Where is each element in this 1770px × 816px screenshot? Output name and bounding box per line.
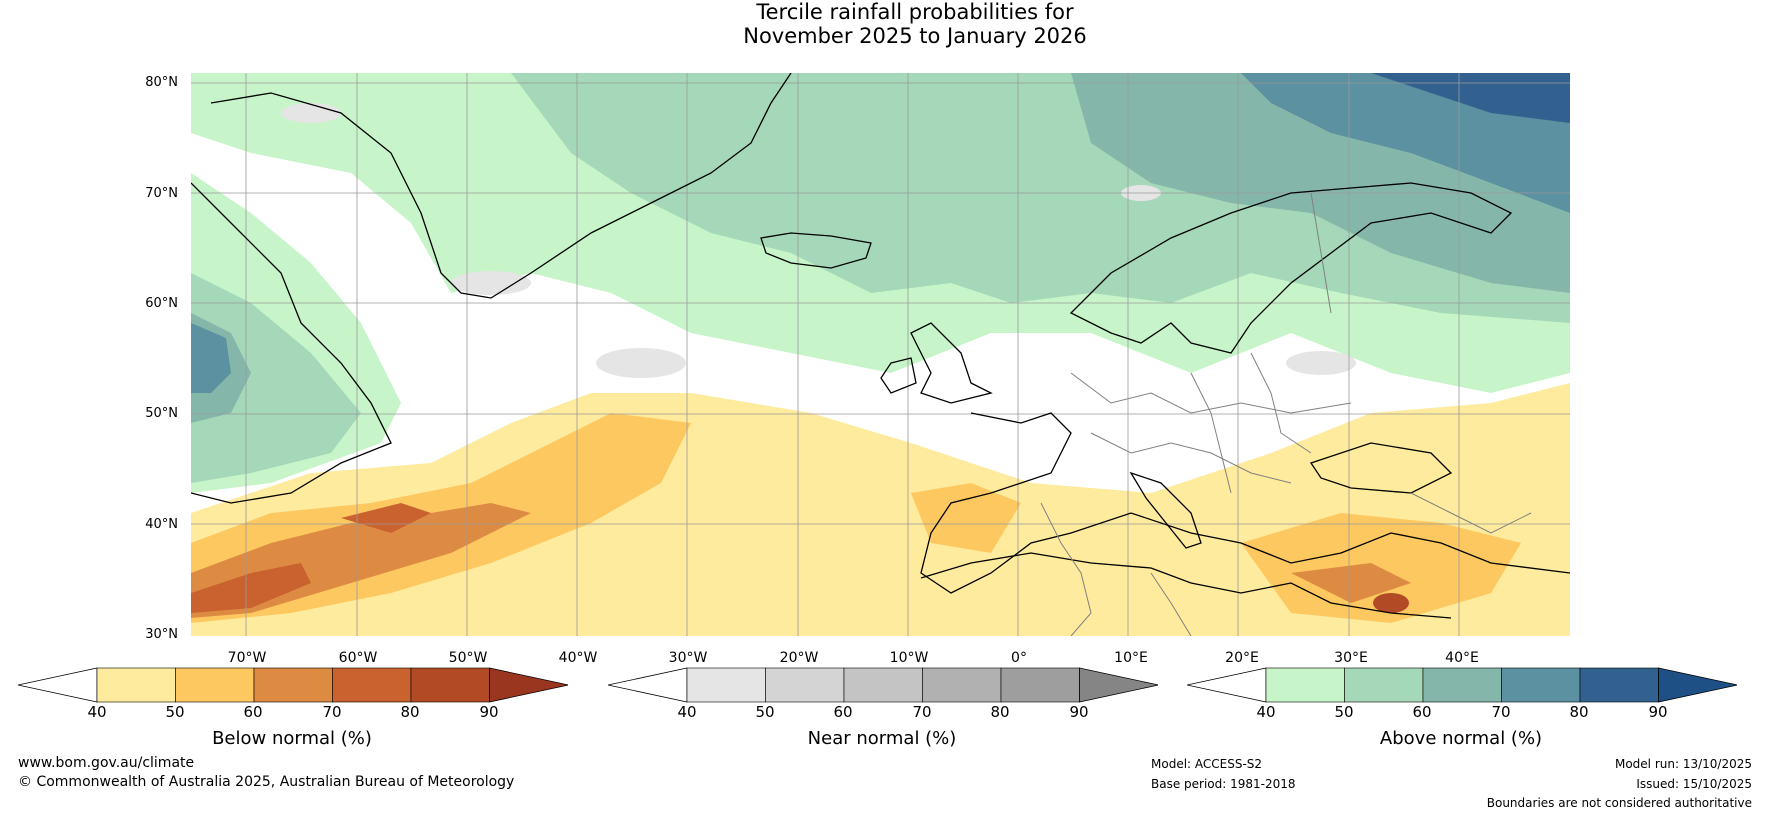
below-tick-40: 40 xyxy=(87,703,107,721)
colorbar-segment-4 xyxy=(1000,667,1080,703)
lat-label-80n: 80°N xyxy=(145,75,178,90)
lat-label-30n: 30°N xyxy=(145,627,178,642)
colorbar-extend-high xyxy=(489,667,568,703)
above-normal-label: Above normal (%) xyxy=(1379,728,1543,749)
country-borders xyxy=(1040,192,1532,636)
colorbar-above-normal xyxy=(1187,667,1737,703)
colorbar-segment-3 xyxy=(922,667,1002,703)
above-tick-70: 70 xyxy=(1491,703,1511,721)
colorbar-segment-2 xyxy=(1422,667,1502,703)
colorbar-segment-2 xyxy=(253,667,333,703)
above-tick-50: 50 xyxy=(1334,703,1354,721)
scandinavia-coast xyxy=(1069,182,1513,354)
lat-label-40n: 40°N xyxy=(145,517,178,532)
coastlines xyxy=(191,73,1570,619)
iceland-coast xyxy=(760,232,872,269)
model-text: Model: ACCESS-S2 xyxy=(1151,757,1263,771)
issued-text: Issued: 15/10/2025 xyxy=(1636,777,1752,791)
italy-coast xyxy=(1129,471,1202,549)
lon-label-70w: 70°W xyxy=(227,650,267,666)
below-normal-label: Below normal (%) xyxy=(212,728,372,749)
below-tick-90: 90 xyxy=(479,703,499,721)
colorbar-near-normal xyxy=(608,667,1158,703)
canada-coast xyxy=(191,182,392,504)
title-line-1: Tercile rainfall probabilities for xyxy=(756,0,1074,24)
colorbar-segment-4 xyxy=(1579,667,1659,703)
colorbar-segment-0 xyxy=(686,667,766,703)
near-tick-50: 50 xyxy=(755,703,775,721)
colorbar-extend-low xyxy=(608,667,688,703)
near-tick-80: 80 xyxy=(990,703,1010,721)
colorbar-segment-1 xyxy=(175,667,255,703)
uk-coast xyxy=(910,322,993,404)
colorbar-segment-2 xyxy=(843,667,923,703)
lon-label-60w: 60°W xyxy=(338,650,378,666)
website-link[interactable]: www.bom.gov.au/climate xyxy=(18,755,195,771)
lon-label-20e: 20°E xyxy=(1225,650,1259,666)
greenland-coast xyxy=(210,73,792,299)
lat-label-70n: 70°N xyxy=(145,186,178,201)
near-tick-90: 90 xyxy=(1069,703,1089,721)
colorbar-segment-1 xyxy=(765,667,845,703)
lon-label-10w: 10°W xyxy=(889,650,929,666)
above-tick-80: 80 xyxy=(1569,703,1589,721)
lon-label-20w: 20°W xyxy=(779,650,819,666)
lon-label-30e: 30°E xyxy=(1334,650,1368,666)
near-tick-40: 40 xyxy=(677,703,697,721)
colorbar-segment-0 xyxy=(96,667,176,703)
probability-map[interactable] xyxy=(191,73,1570,636)
lon-label-30w: 30°W xyxy=(668,650,708,666)
model-run-text: Model run: 13/10/2025 xyxy=(1614,757,1752,771)
colorbar-below-normal xyxy=(18,667,568,703)
near-tick-60: 60 xyxy=(833,703,853,721)
colorbar-segment-1 xyxy=(1344,667,1424,703)
below-tick-60: 60 xyxy=(243,703,263,721)
near-tick-70: 70 xyxy=(912,703,932,721)
colorbar-segment-3 xyxy=(1501,667,1581,703)
colorbar-extend-high xyxy=(1079,667,1158,703)
africa-coast xyxy=(920,552,1452,619)
above-tick-60: 60 xyxy=(1412,703,1432,721)
copyright-text: © Commonwealth of Australia 2025, Austra… xyxy=(18,774,515,790)
above-tick-40: 40 xyxy=(1256,703,1276,721)
black-sea-coast xyxy=(1309,442,1453,494)
title-line-2: November 2025 to January 2026 xyxy=(743,24,1087,48)
below-tick-80: 80 xyxy=(400,703,420,721)
base-period-text: Base period: 1981-2018 xyxy=(1151,777,1296,791)
graticule xyxy=(191,73,1570,636)
above-normal-shading xyxy=(191,73,1570,493)
lat-label-60n: 60°N xyxy=(145,296,178,311)
below-normal-shading xyxy=(191,383,1570,636)
above-tick-90: 90 xyxy=(1648,703,1668,721)
lat-label-50n: 50°N xyxy=(145,406,178,421)
lon-label-50w: 50°W xyxy=(448,650,488,666)
colorbar-extend-high xyxy=(1658,667,1737,703)
map-canvas xyxy=(191,73,1570,636)
lon-label-40e: 40°E xyxy=(1445,650,1479,666)
colorbar-extend-low xyxy=(1187,667,1267,703)
ireland-coast xyxy=(880,357,917,394)
lon-label-10e: 10°E xyxy=(1114,650,1148,666)
below-tick-70: 70 xyxy=(322,703,342,721)
europe-coast xyxy=(920,412,1570,594)
lon-label-0: 0° xyxy=(1011,650,1027,666)
near-normal-label: Near normal (%) xyxy=(807,728,957,749)
colorbar-segment-0 xyxy=(1265,667,1345,703)
colorbar-segment-4 xyxy=(410,667,490,703)
disclaimer-text: Boundaries are not considered authoritat… xyxy=(1486,796,1752,810)
lon-label-40w: 40°W xyxy=(558,650,598,666)
below-tick-50: 50 xyxy=(165,703,185,721)
colorbar-segment-3 xyxy=(332,667,412,703)
colorbar-extend-low xyxy=(18,667,98,703)
